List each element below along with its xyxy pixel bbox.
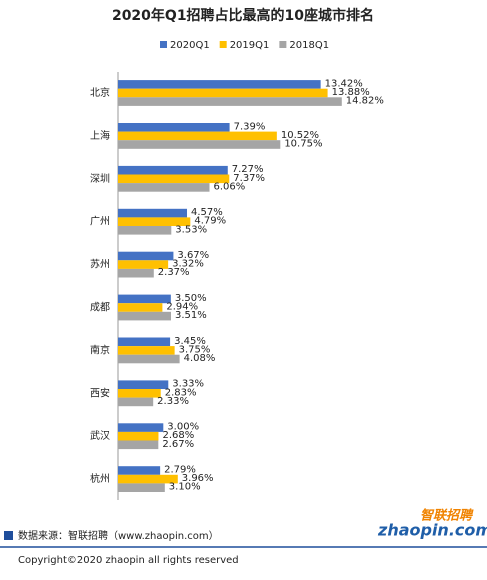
value-label: 3.96% <box>182 473 214 484</box>
bar <box>118 466 161 475</box>
value-label: 2.37% <box>158 267 190 278</box>
bar <box>118 183 210 192</box>
value-label: 10.75% <box>284 139 322 150</box>
bar <box>118 346 175 355</box>
bar <box>118 311 172 321</box>
bar <box>118 174 230 184</box>
bar <box>118 165 228 175</box>
bar <box>118 440 159 450</box>
value-label: 7.27% <box>232 164 264 175</box>
y-tick-label: 杭州 <box>90 472 110 485</box>
value-label: 14.82% <box>346 96 384 107</box>
bar <box>118 423 164 432</box>
logo-en: zhaopin.com <box>377 521 487 540</box>
source-marker <box>4 531 13 540</box>
logo-cn: 智联招聘 <box>420 508 474 524</box>
bar <box>118 131 277 141</box>
legend-label: 2020Q1 <box>170 40 210 51</box>
legend-label: 2018Q1 <box>289 40 329 51</box>
copyright: Copyright©2020 zhaopin all rights reserv… <box>18 555 239 566</box>
bar <box>118 123 230 132</box>
y-tick-label: 广州 <box>90 216 110 228</box>
bar <box>118 303 163 312</box>
legend-swatch <box>279 41 287 48</box>
value-label: 3.67% <box>177 250 209 261</box>
bar <box>118 88 328 98</box>
value-label: 4.57% <box>191 207 223 218</box>
value-label: 3.45% <box>174 336 206 347</box>
value-label: 3.33% <box>172 379 204 390</box>
value-label: 2.67% <box>162 439 194 450</box>
y-tick-label: 上海 <box>90 129 110 142</box>
bar <box>118 208 188 218</box>
y-tick-label: 苏州 <box>90 258 110 271</box>
value-label: 4.08% <box>184 353 216 364</box>
y-tick-label: 武汉 <box>90 429 110 442</box>
y-tick-label: 北京 <box>90 86 110 99</box>
value-label: 4.79% <box>194 216 226 227</box>
source-text: 数据来源：智联招聘（www.zhaopin.com） <box>18 529 219 542</box>
bar <box>118 483 165 492</box>
bar <box>118 431 159 441</box>
bar <box>118 217 191 226</box>
value-label: 2.79% <box>164 465 196 476</box>
bar <box>118 268 154 278</box>
value-label: 2.83% <box>165 387 197 398</box>
value-label: 2.33% <box>157 396 189 407</box>
value-label: 2.94% <box>166 302 198 313</box>
bar <box>118 97 342 106</box>
value-label: 7.37% <box>233 173 265 184</box>
bar <box>118 354 180 364</box>
chart-title: 2020年Q1招聘占比最高的10座城市排名 <box>112 7 374 24</box>
y-tick-label: 深圳 <box>90 173 110 185</box>
bar <box>118 251 174 261</box>
bar <box>118 389 161 398</box>
value-label: 10.52% <box>281 130 319 141</box>
bar <box>118 80 321 89</box>
legend-swatch <box>160 41 167 48</box>
value-label: 3.53% <box>175 224 207 235</box>
legend: 2020Q1 2019Q1 2018Q1 <box>160 40 329 51</box>
bar <box>118 397 154 407</box>
value-label: 6.06% <box>214 181 246 192</box>
y-tick-label: 南京 <box>90 343 110 356</box>
legend-swatch <box>219 41 227 48</box>
value-label: 3.00% <box>167 422 199 433</box>
value-label: 3.51% <box>175 310 207 321</box>
bar <box>118 294 171 304</box>
value-label: 3.10% <box>169 482 201 493</box>
value-label: 3.32% <box>172 259 204 270</box>
bar <box>118 337 171 347</box>
bar <box>118 140 281 149</box>
bar <box>118 226 172 235</box>
value-label: 13.88% <box>332 87 370 98</box>
value-label: 13.42% <box>325 78 363 89</box>
bar <box>118 380 169 389</box>
value-label: 7.39% <box>234 121 266 132</box>
y-tick-label: 西安 <box>90 386 110 399</box>
bar <box>118 260 169 269</box>
value-label: 3.75% <box>179 344 211 355</box>
value-label: 3.50% <box>175 293 207 304</box>
y-tick-label: 成都 <box>90 302 110 314</box>
bar <box>118 474 178 484</box>
value-label: 2.68% <box>162 430 194 441</box>
legend-label: 2019Q1 <box>230 40 270 51</box>
